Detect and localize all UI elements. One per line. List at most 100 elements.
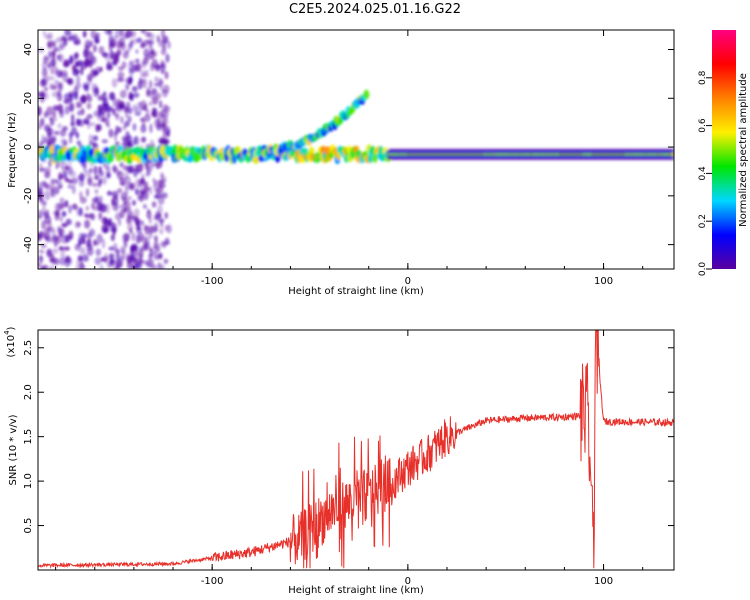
spectrogram-cell <box>88 228 96 237</box>
spectrogram-cell <box>94 175 99 180</box>
spectrogram-cell <box>144 113 151 122</box>
spectrogram-cell <box>90 202 96 210</box>
spectrogram-cell <box>136 225 142 235</box>
spectrogram-cell <box>132 200 136 206</box>
spectrogram-cell <box>68 230 74 240</box>
spectrogram-cell <box>117 219 122 227</box>
spectrogram-cell <box>107 190 111 196</box>
spectrogram-cell <box>75 132 80 139</box>
spectrogram-cell <box>92 196 100 204</box>
spectrogram-cell <box>98 212 103 219</box>
spectrogram-cell <box>91 182 98 187</box>
spectrogram-cell <box>73 39 78 45</box>
spectrogram-cell <box>143 48 150 57</box>
spectrogram-cell <box>108 44 113 51</box>
spectrogram-cell <box>109 256 114 267</box>
spectrogram-cell <box>127 195 132 201</box>
spectrogram-cell <box>55 37 63 43</box>
spectrogram-cell <box>148 101 154 106</box>
spectrogram-cell <box>124 120 130 127</box>
spectrogram-cell <box>64 165 70 171</box>
spectrogram-cell <box>79 246 86 255</box>
spectrogram-cell <box>127 206 132 213</box>
spectrogram-cell <box>101 216 108 225</box>
spectrogram-cell <box>59 197 65 203</box>
spectrogram-y-tick-label: 0 <box>23 144 34 150</box>
spectrogram-cell <box>75 264 83 269</box>
snr-x-axis-label: Height of straight line (km) <box>288 585 424 596</box>
spectrogram-cell <box>151 111 156 117</box>
spectrogram-cell <box>148 217 152 224</box>
spectrogram-cell <box>149 47 155 55</box>
spectrogram-cell <box>99 203 107 213</box>
spectrogram-cell <box>88 133 93 144</box>
spectrogram-cell <box>79 60 85 66</box>
spectrogram-cell <box>63 93 71 100</box>
spectrogram-cell <box>63 160 68 166</box>
spectrogram-cell <box>82 49 89 58</box>
spectrogram-cell <box>153 235 158 241</box>
spectrogram-cell <box>57 225 61 233</box>
spectrogram-cell <box>42 201 47 208</box>
spectrogram-cell <box>158 252 163 260</box>
spectrogram-cell <box>93 241 100 246</box>
spectrogram-cell <box>85 188 90 197</box>
spectrogram-cell <box>133 38 138 45</box>
spectrogram-cell <box>76 118 81 127</box>
spectrogram-cell <box>126 164 133 174</box>
spectrogram-cell <box>146 108 150 115</box>
spectrogram-cell <box>67 179 74 184</box>
spectrogram-cell <box>146 235 150 245</box>
spectrogram-cell <box>86 244 94 251</box>
spectrogram-cell <box>97 95 102 101</box>
spectrogram-cell <box>116 41 123 49</box>
spectrogram-cell <box>670 153 674 156</box>
spectrogram-cell <box>118 127 122 133</box>
spectrogram-cell <box>97 111 101 122</box>
spectrogram-cell <box>149 79 153 89</box>
spectrogram-cell <box>121 196 129 202</box>
spectrogram-cell <box>108 91 115 101</box>
spectrogram-cell <box>139 259 145 265</box>
spectrogram-cell <box>131 232 136 242</box>
spectrogram-cell <box>53 130 60 136</box>
spectrogram-cell <box>124 176 131 185</box>
spectrogram-cell <box>96 233 103 244</box>
snr-background <box>38 330 674 570</box>
spectrogram-cell <box>108 253 115 260</box>
spectrogram-cell <box>56 93 63 102</box>
spectrogram-cell <box>98 165 102 174</box>
spectrogram-cell <box>117 71 125 79</box>
spectrogram-cell <box>130 39 134 45</box>
spectrogram-heatmap <box>38 30 674 269</box>
spectrogram-cell <box>89 40 94 47</box>
spectrogram-cell <box>114 30 121 38</box>
spectrogram-cell <box>124 82 130 92</box>
spectrogram-cell <box>59 216 64 223</box>
spectrogram-cell <box>104 52 111 61</box>
spectrogram-cell <box>153 255 160 261</box>
spectrogram-cell <box>91 56 97 65</box>
spectrogram-cell <box>158 100 163 109</box>
spectrogram-x-tick-label: 100 <box>594 276 613 287</box>
spectrogram-cell <box>123 106 128 114</box>
spectrogram-cell <box>39 167 46 172</box>
spectrogram-cell <box>124 49 130 54</box>
spectrogram-cell <box>63 98 71 104</box>
spectrogram-cell <box>86 175 94 184</box>
snr-plot-area <box>38 330 674 569</box>
spectrogram-cell <box>38 230 46 238</box>
spectrogram-cell <box>151 201 157 208</box>
spectrogram-cell <box>67 77 74 86</box>
spectrogram-cell <box>70 121 76 127</box>
spectrogram-cell <box>165 53 170 63</box>
spectrogram-cell <box>71 177 78 185</box>
spectrogram-cell <box>48 50 52 58</box>
figure-title: C2E5.2024.025.01.16.G22 <box>288 2 462 17</box>
spectrogram-cell <box>149 123 153 134</box>
spectrogram-cell <box>149 186 153 195</box>
spectrogram-cell <box>107 217 113 228</box>
spectrogram-cell <box>50 57 57 68</box>
spectrogram-cell <box>60 35 67 42</box>
spectrogram-cell <box>157 204 163 215</box>
